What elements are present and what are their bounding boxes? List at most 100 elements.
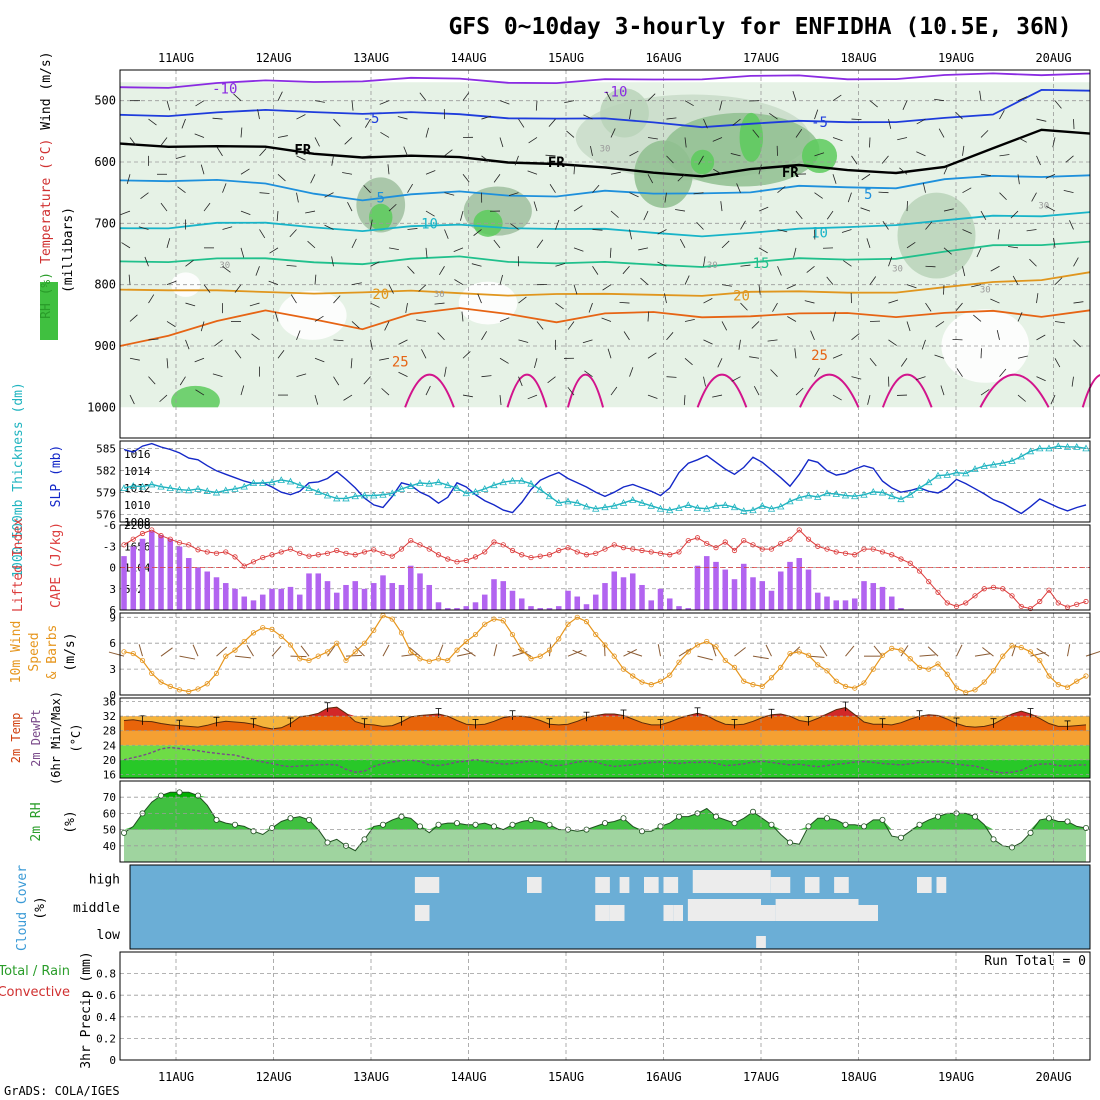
wind-barb-10m — [354, 646, 365, 657]
cape-bar — [306, 573, 312, 610]
thickness-point — [212, 488, 221, 496]
chart-title: GFS 0~10day 3-hourly for ENFIDHA (10.5E,… — [448, 14, 1071, 40]
upper-air-axis-label: Wind (m/s) — [39, 51, 54, 129]
wind-barb — [629, 109, 632, 120]
wind-barb — [185, 259, 194, 267]
cloud-frame — [129, 864, 1091, 950]
thickness-point — [592, 504, 600, 512]
wind-barb — [684, 100, 694, 107]
cape-bar — [879, 586, 886, 610]
thickness-axis-label: 1000-500mb Thickness (dm) — [11, 382, 26, 578]
wind-barb — [527, 394, 538, 400]
wind-barb — [990, 265, 1000, 272]
wind-barb — [351, 282, 362, 286]
wind-barb — [453, 247, 464, 252]
wind-speed-point — [306, 657, 312, 664]
lifted-index-point — [805, 536, 812, 542]
wind-speed-point — [176, 687, 183, 693]
lifted-index-point — [953, 603, 960, 610]
wind-speed-point — [195, 686, 201, 692]
wind-barb — [590, 146, 593, 156]
wind-barb — [425, 170, 436, 175]
wind-speed-point — [417, 656, 423, 662]
date-label-top: 19AUG — [938, 51, 974, 65]
lifted-index-point — [204, 549, 210, 555]
thickness-point — [286, 477, 295, 485]
wind-speed-point — [657, 678, 664, 684]
wind-barb — [277, 350, 285, 359]
wind-barb — [536, 239, 544, 249]
wind-barb — [148, 294, 155, 304]
thickness-point — [675, 504, 683, 511]
cape-bar — [555, 606, 562, 610]
wind-barb-10m — [657, 644, 661, 657]
wind-barb — [751, 321, 760, 329]
wind-barb-10m — [752, 655, 769, 660]
thickness-point — [175, 485, 184, 493]
contour-label: -5 — [363, 111, 380, 127]
wind-barb — [770, 369, 778, 377]
wind10m-frame — [119, 612, 1091, 696]
wind-barb — [434, 302, 445, 305]
wind-barb — [647, 137, 658, 140]
wind-speed-point — [130, 650, 136, 657]
lifted-index-point — [1064, 604, 1071, 610]
thickness-point — [536, 485, 544, 493]
wind-barb — [664, 192, 667, 203]
temperature-contour-30c — [566, 373, 605, 408]
wind-barb — [234, 350, 242, 359]
thickness-point — [203, 487, 211, 494]
wind-speed-point — [334, 640, 340, 646]
slp-axis-label: SLP (mb) — [49, 445, 64, 508]
wind-speed-point — [1000, 653, 1006, 659]
wind-barb — [666, 155, 674, 164]
wind-speed-point — [472, 631, 479, 638]
wind-barb — [1008, 246, 1019, 249]
wind-barb — [588, 302, 593, 313]
cape-bar — [759, 581, 766, 610]
wind-barb — [407, 228, 418, 230]
wind-barb — [403, 146, 408, 157]
wind-barb-10m — [246, 644, 254, 657]
wind-barb — [444, 229, 449, 239]
top-date-axis: 11AUG 12AUG 13AUG 14AUG 15AUG 16AUG 17AUG 18AUG… — [158, 51, 1072, 65]
wind-barb — [518, 118, 525, 128]
cape-bar — [491, 579, 497, 610]
wind-speed-point — [667, 672, 673, 678]
wind-speed-point — [343, 657, 349, 664]
wind-barb — [333, 339, 344, 342]
wind-barb — [314, 357, 325, 363]
wind-barb — [696, 221, 704, 230]
cape-bar — [176, 546, 183, 610]
cape-bar — [602, 583, 608, 610]
wind-barb — [514, 155, 519, 166]
wind-tick-label: 6 — [109, 637, 116, 650]
thickness-point — [157, 482, 165, 490]
lifted-index-point — [260, 554, 266, 561]
thickness-point — [388, 489, 396, 497]
wind-barb — [719, 100, 723, 111]
date-label-top: 12AUG — [255, 51, 291, 65]
thickness-point — [518, 476, 526, 484]
wind-barb — [906, 321, 911, 332]
lifted-index-point — [186, 542, 192, 548]
cape-bar — [343, 584, 349, 610]
rh-point — [435, 821, 442, 828]
lifted-index-point — [778, 540, 784, 547]
wind-barb — [269, 247, 279, 254]
wind-barb — [276, 211, 279, 222]
wind-speed-point — [426, 658, 432, 664]
wind-barb — [257, 109, 260, 120]
wind-barb — [657, 229, 667, 235]
thickness-point — [351, 492, 359, 500]
wind-barb — [679, 238, 686, 249]
wind-barb — [240, 210, 251, 216]
lifted-index-point — [491, 539, 497, 545]
wind-barb — [712, 394, 723, 398]
wind-barb — [703, 118, 708, 129]
wind-barb-10m — [327, 645, 336, 657]
wind-barb — [925, 302, 932, 312]
thickness-point — [915, 484, 924, 492]
cloud-cell — [834, 877, 849, 893]
date-label-bottom: 16AUG — [645, 1070, 681, 1084]
